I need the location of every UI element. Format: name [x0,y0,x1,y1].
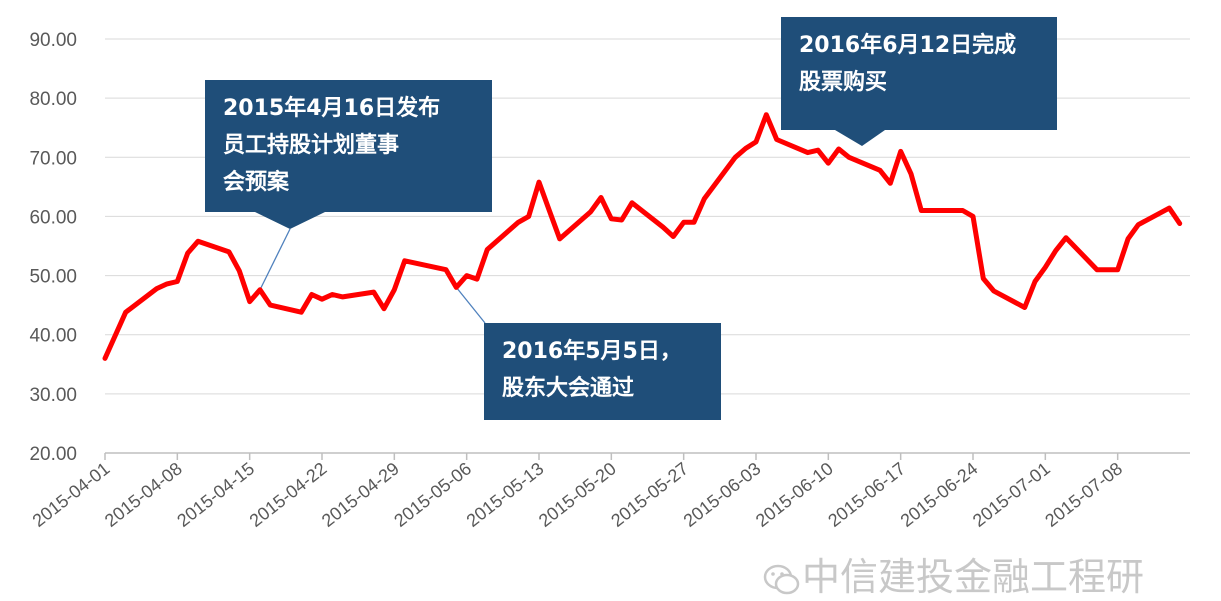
annotation-callout-share-purchase: 2016年6月12日完成 股票购买 [781,17,1057,130]
y-tick-label: 20.00 [29,444,77,465]
y-tick-label: 60.00 [29,207,77,228]
x-tick-label: 2015-04-29 [318,458,403,530]
y-tick-label: 50.00 [29,267,77,288]
annotation-line: 股东大会通过 [502,370,703,407]
x-tick-label: 2015-06-17 [824,458,909,530]
watermark-text: 中信建投金融工程研 [802,555,1144,599]
y-tick-label: 90.00 [29,30,77,51]
x-tick-label: 2015-04-08 [101,458,186,530]
x-tick-label: 2015-04-22 [246,458,331,530]
annotation-callout-employee-plan: 2015年4月16日发布 员工持股计划董事 会预案 [205,80,492,212]
callout-pointer [835,130,885,146]
x-tick-label: 2015-06-10 [752,458,837,530]
y-tick-label: 40.00 [29,326,77,347]
annotation-line: 2016年6月12日完成 [799,27,1039,64]
annotation-line: 员工持股计划董事 [223,127,474,164]
y-tick-label: 80.00 [29,89,77,110]
x-tick-label: 2015-05-20 [535,458,620,530]
x-tick-label: 2015-07-08 [1041,458,1126,530]
x-tick-label: 2015-05-27 [607,458,692,530]
annotation-line: 股票购买 [799,64,1039,101]
annotation-line: 2016年5月5日， [502,333,703,370]
x-axis-ticks: 2015-04-012015-04-082015-04-152015-04-22… [29,453,1127,531]
leader-line [456,287,485,323]
y-tick-label: 30.00 [29,385,77,406]
annotation-callout-shareholder-meeting: 2016年5月5日， 股东大会通过 [484,323,721,420]
x-tick-label: 2015-05-06 [390,458,475,530]
x-tick-label: 2015-06-24 [897,458,982,530]
annotation-line: 2015年4月16日发布 [223,90,474,127]
y-axis-ticks: 20.00 30.00 40.00 50.00 60.00 70.00 80.00 90.00 [29,30,77,465]
x-tick-label: 2015-04-01 [29,458,114,530]
leader-line [260,229,290,290]
x-tick-label: 2015-07-01 [969,458,1054,530]
callout-pointer [255,212,325,229]
y-tick-label: 70.00 [29,148,77,169]
x-tick-label: 2015-04-15 [173,458,258,530]
watermark: 中信建投金融工程研 [762,546,1144,601]
wechat-icon [762,560,802,600]
annotation-line: 会预案 [223,164,474,201]
x-tick-label: 2015-05-13 [463,458,548,530]
x-tick-label: 2015-06-03 [680,458,765,530]
